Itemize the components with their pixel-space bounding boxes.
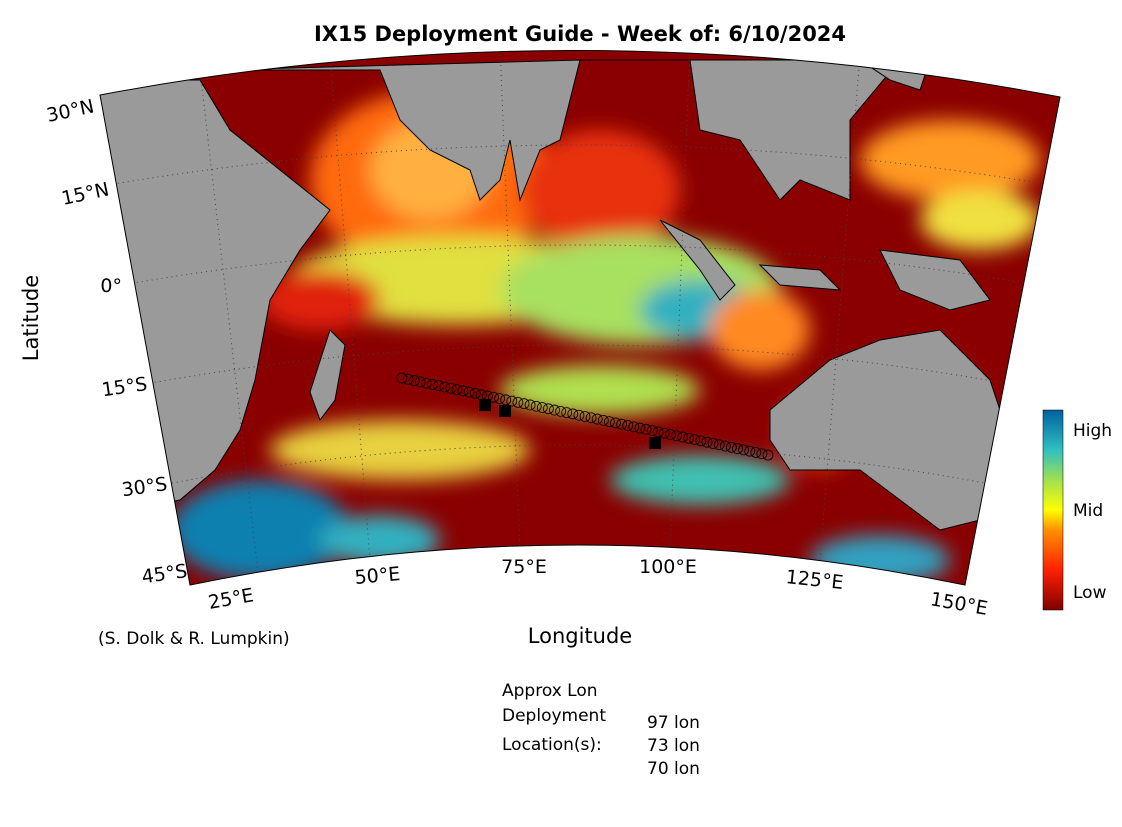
track-point [701, 436, 713, 448]
lon-tick-label: 75°E [501, 556, 547, 578]
x-axis-label: Longitude [528, 624, 632, 648]
lon-tick-label: 150°E [929, 588, 990, 620]
track-point [500, 394, 512, 406]
track-point [610, 417, 621, 429]
track-point [530, 400, 542, 412]
deployment-location: 73 lon [647, 736, 700, 756]
track-point [634, 422, 646, 434]
deployment-heading: Approx Lon [502, 681, 598, 701]
colorbar-label: Mid [1073, 501, 1103, 521]
track-point [707, 438, 719, 449]
track-point [744, 445, 756, 457]
deployment-heading: Location(s): [502, 735, 602, 755]
track-point [658, 427, 670, 439]
track-point [488, 391, 499, 403]
track-point [726, 441, 737, 453]
lat-tick-label: 30°N [45, 95, 96, 126]
colorbar-label: Low [1073, 583, 1107, 603]
track-point [512, 396, 524, 408]
track-point [524, 399, 536, 411]
colorbar [1042, 409, 1064, 611]
track-point [762, 449, 774, 461]
track-point [463, 386, 475, 398]
track-point [756, 448, 768, 460]
track-point [713, 439, 725, 451]
track-point [396, 372, 408, 384]
track-point [652, 426, 664, 438]
track-point [628, 421, 640, 433]
track-point [555, 405, 566, 417]
deployment-location: 97 lon [647, 713, 700, 733]
track-point [427, 379, 438, 390]
deployment-heading: Deployment [502, 706, 606, 726]
track-point [750, 447, 762, 458]
track-point [591, 413, 603, 425]
lon-tick-label: 100°E [639, 556, 697, 578]
track-point [408, 375, 420, 386]
track-point [671, 430, 682, 442]
track-point [561, 407, 573, 419]
y-axis-label: Latitude [19, 275, 43, 361]
ocean-field [170, 90, 1040, 585]
track-point [683, 432, 695, 444]
track-point [689, 434, 701, 446]
track-point [738, 444, 749, 456]
track-point [695, 435, 707, 447]
track-point [457, 385, 469, 397]
track-point [518, 398, 530, 410]
track-point [665, 429, 676, 440]
track-point [445, 382, 457, 394]
lat-tick-label: 0° [100, 275, 122, 297]
track-point [622, 420, 634, 431]
track-point [573, 409, 585, 421]
track-point [719, 440, 731, 452]
lon-tick-label: 50°E [354, 563, 401, 589]
track [396, 372, 774, 461]
track-point [549, 404, 560, 416]
track-point [536, 402, 548, 413]
lon-tick-label: 25°E [207, 584, 256, 614]
deployment-info: Approx Lon Deployment Location(s): 97 lo… [502, 681, 700, 779]
track-point [469, 387, 481, 399]
lat-tick-label: 30°S [120, 473, 168, 501]
track-point [506, 395, 518, 407]
track-point [414, 376, 426, 388]
track-point [420, 377, 432, 389]
track-point [451, 384, 463, 395]
track-point [494, 393, 506, 404]
credit: (S. Dolk & R. Lumpkin) [98, 629, 290, 649]
track-point [597, 414, 609, 426]
track-point [439, 381, 451, 393]
track-point [585, 412, 597, 424]
deployment-markers [479, 399, 661, 449]
track-point [646, 425, 658, 437]
lat-tick-label: 15°S [100, 373, 148, 401]
lat-tick-label: 15°N [60, 178, 111, 209]
track-point [677, 431, 688, 443]
colorbar-label: High [1073, 421, 1112, 441]
deployment-location: 70 lon [647, 759, 700, 779]
track-point [732, 443, 743, 454]
title: IX15 Deployment Guide - Week of: 6/10/20… [314, 22, 846, 46]
map-frame [99, 50, 1061, 586]
track-point [616, 418, 627, 430]
track-point [402, 373, 414, 385]
track-point [640, 423, 652, 435]
lat-tick-label: 45°S [140, 560, 188, 588]
lon-tick-label: 125°E [785, 566, 845, 594]
track-point [567, 408, 579, 420]
deployment-marker [499, 405, 511, 417]
track-point [433, 380, 445, 392]
deployment-marker [649, 437, 661, 449]
track-point [579, 411, 591, 422]
track-point [604, 416, 615, 428]
deployment-marker [479, 399, 491, 411]
track-point [543, 403, 554, 415]
map [100, 50, 1060, 585]
